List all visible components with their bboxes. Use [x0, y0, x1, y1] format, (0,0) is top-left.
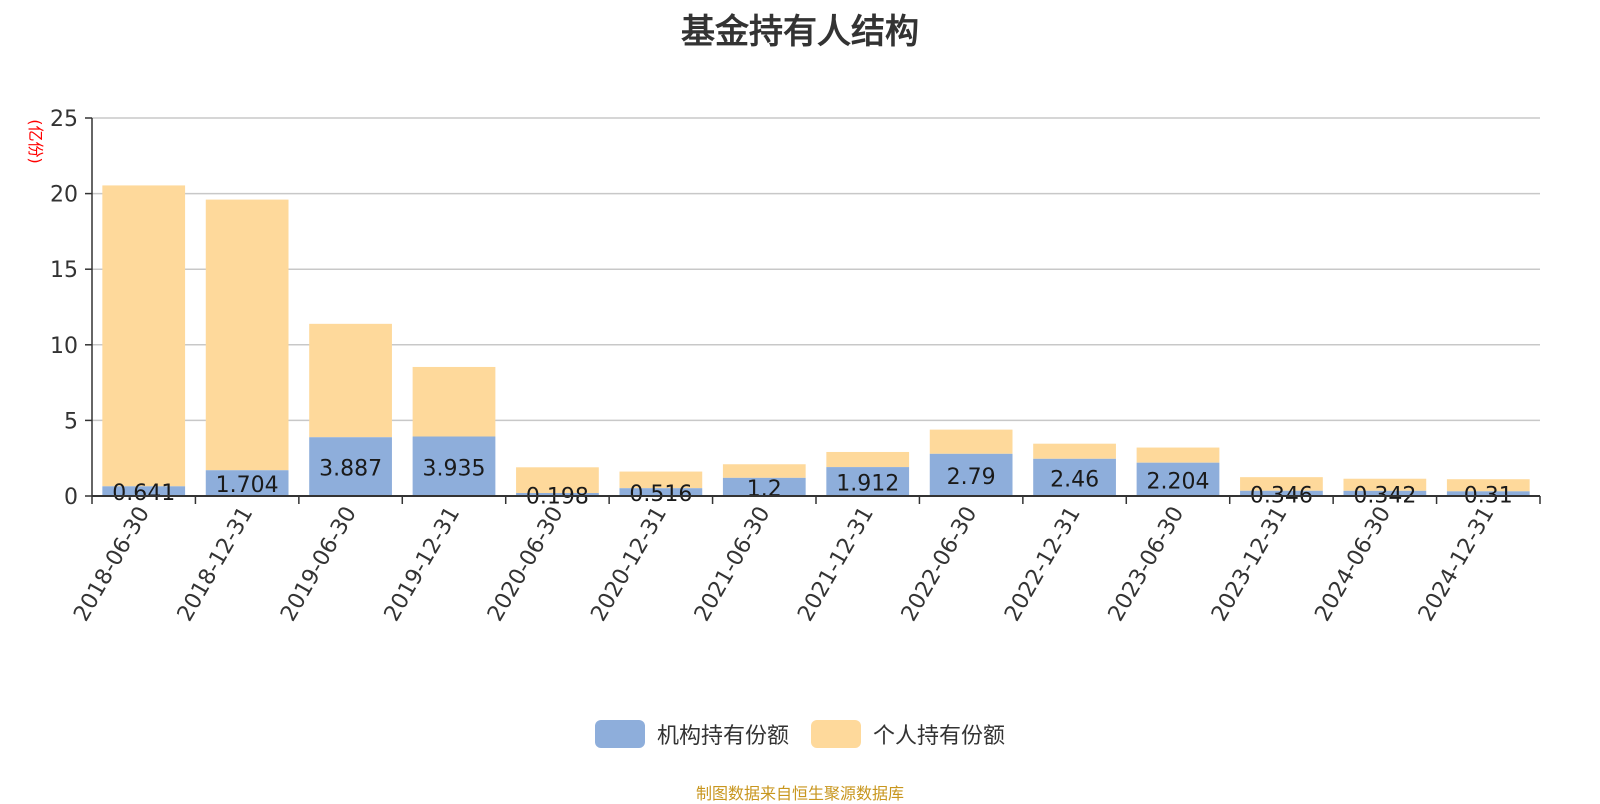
- bar-individual: [722, 464, 806, 478]
- data-label: 1.912: [836, 472, 899, 497]
- bar-individual: [412, 366, 496, 437]
- data-label: 2.46: [1050, 467, 1099, 492]
- legend-label: 个人持有份额: [873, 724, 1006, 749]
- bar-institutional: [102, 486, 186, 496]
- bar-institutional: [929, 453, 1013, 496]
- bar-individual: [205, 199, 289, 471]
- bar-institutional: [722, 477, 806, 496]
- bar-institutional: [1446, 491, 1530, 496]
- x-tick-label: 2019-12-31: [380, 503, 466, 626]
- data-label: 3.887: [319, 457, 382, 482]
- legend-swatch: [594, 720, 645, 748]
- bar-institutional: [1033, 458, 1116, 496]
- x-tick-label: 2023-12-31: [1207, 503, 1293, 626]
- y-axis-title: (亿份): [26, 119, 45, 164]
- bar-individual: [1033, 443, 1116, 459]
- bar-individual: [619, 471, 703, 489]
- bar-individual: [309, 323, 392, 438]
- bar-individual: [1136, 447, 1220, 463]
- x-tick-label: 2020-12-31: [586, 503, 672, 626]
- y-tick-label: 25: [50, 107, 78, 132]
- data-label: 1.2: [747, 477, 782, 502]
- bar-institutional: [1136, 462, 1220, 496]
- x-tick-label: 2022-06-30: [897, 502, 983, 625]
- bar-institutional: [516, 493, 599, 496]
- x-tick-label: 2024-06-30: [1310, 503, 1396, 626]
- bar-individual: [1343, 478, 1427, 491]
- x-tick-label: 2019-06-30: [276, 503, 362, 626]
- chart-title: 基金持有人结构: [681, 12, 919, 52]
- bar-institutional: [412, 436, 496, 496]
- x-tick-label: 2018-06-30: [69, 503, 155, 626]
- bar-individual: [929, 429, 1013, 454]
- data-label: 0.641: [112, 481, 175, 506]
- x-tick-label: 2020-06-30: [483, 503, 569, 626]
- bar-individual: [516, 467, 599, 494]
- bar-institutional: [1240, 490, 1323, 496]
- x-tick-label: 2023-06-30: [1104, 503, 1190, 626]
- legend-swatch: [811, 720, 861, 748]
- x-tick-label: 2021-06-30: [690, 503, 776, 626]
- data-label: 2.204: [1147, 469, 1210, 494]
- y-tick-label: 20: [50, 183, 78, 208]
- source-note: 制图数据来自恒生聚源数据库: [695, 784, 904, 803]
- legend-item[interactable]: 机构持有份额: [594, 718, 789, 750]
- bar-institutional: [309, 437, 392, 496]
- data-label: 2.79: [947, 465, 996, 490]
- y-tick-label: 15: [50, 258, 78, 283]
- bar-individual: [826, 451, 910, 468]
- legend-label: 机构持有份额: [656, 724, 789, 749]
- bar-individual: [1240, 477, 1323, 491]
- bar-individual: [102, 185, 186, 487]
- bar-institutional: [619, 488, 703, 496]
- x-tick-label: 2024-12-31: [1414, 503, 1500, 626]
- bar-individual: [1446, 479, 1530, 492]
- y-tick-label: 0: [64, 485, 78, 510]
- bar-institutional: [826, 467, 910, 496]
- bar-institutional: [205, 470, 289, 496]
- data-label: 0.198: [526, 485, 589, 510]
- legend: 机构持有份额 个人持有份额: [0, 718, 1600, 750]
- data-label: 1.704: [216, 473, 279, 498]
- data-label: 3.935: [423, 456, 486, 481]
- x-tick-label: 2021-12-31: [793, 503, 879, 626]
- bar-institutional: [1343, 490, 1427, 496]
- x-tick-label: 2018-12-31: [173, 503, 259, 626]
- legend-item[interactable]: 个人持有份额: [811, 718, 1005, 750]
- x-tick-label: 2022-12-31: [1000, 503, 1086, 626]
- data-label: 0.516: [629, 482, 692, 507]
- y-tick-label: 5: [64, 409, 78, 434]
- y-tick-label: 10: [50, 334, 78, 359]
